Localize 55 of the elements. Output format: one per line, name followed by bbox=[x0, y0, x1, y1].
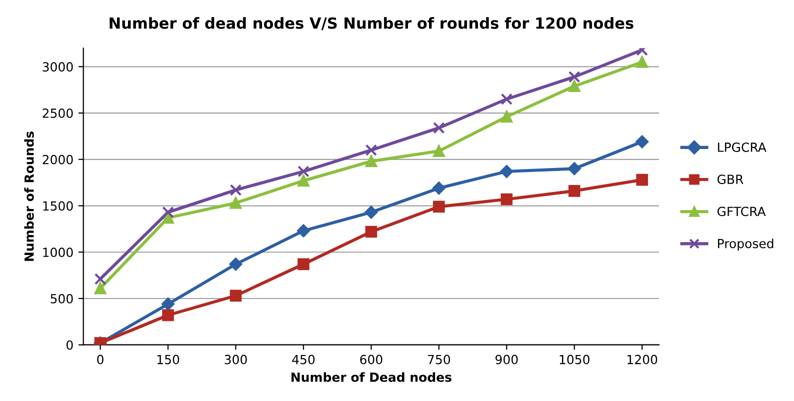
x-tick-label: 450 bbox=[292, 354, 315, 364]
legend-label: GBR bbox=[717, 174, 744, 184]
point bbox=[636, 174, 648, 186]
point bbox=[230, 184, 242, 196]
x-axis-title: Number of Dead nodes bbox=[292, 372, 452, 382]
y-tick-label: 2000 bbox=[42, 154, 73, 164]
y-tick-label: 1500 bbox=[43, 201, 73, 211]
point bbox=[298, 174, 310, 187]
point bbox=[433, 122, 445, 134]
point bbox=[568, 80, 580, 92]
y-tick-label: 3000 bbox=[42, 62, 73, 72]
x-tick-label: 600 bbox=[360, 354, 382, 364]
x-tick-label: 900 bbox=[496, 354, 518, 364]
y-tick-label: 2500 bbox=[42, 108, 73, 118]
y-tick-label: 1000 bbox=[43, 248, 73, 258]
point bbox=[433, 145, 445, 157]
x-tick-label: 1050 bbox=[560, 354, 590, 364]
x-tick-label: 1200 bbox=[628, 354, 658, 364]
point bbox=[500, 110, 513, 123]
point bbox=[230, 197, 242, 209]
x-tick-label: 750 bbox=[428, 354, 450, 364]
point bbox=[568, 162, 581, 176]
point bbox=[298, 166, 310, 178]
point bbox=[433, 200, 445, 213]
point bbox=[568, 185, 580, 197]
y-tick-label: 0 bbox=[66, 340, 73, 350]
chart-title: Number of dead nodes V/S Number of rounds for 1200 nodes bbox=[110, 17, 634, 30]
point bbox=[568, 70, 580, 83]
point bbox=[94, 273, 106, 285]
legend-label: GFTCRA bbox=[717, 206, 766, 216]
point bbox=[500, 193, 513, 206]
point bbox=[432, 182, 446, 195]
legend-label: Proposed bbox=[718, 238, 774, 251]
point bbox=[636, 56, 648, 68]
point bbox=[636, 135, 649, 148]
point bbox=[94, 282, 106, 294]
point bbox=[365, 144, 378, 156]
point bbox=[298, 258, 310, 270]
point bbox=[297, 224, 310, 238]
x-tick-label: 300 bbox=[224, 354, 247, 364]
point bbox=[162, 298, 174, 311]
point bbox=[500, 93, 513, 106]
point bbox=[500, 165, 514, 178]
x-tick-label: 0 bbox=[97, 354, 104, 364]
y-axis-title: Number of Rounds bbox=[24, 132, 34, 261]
point bbox=[162, 309, 174, 322]
point bbox=[229, 258, 242, 271]
point bbox=[364, 206, 378, 219]
point bbox=[365, 155, 378, 168]
x-tick-label: 150 bbox=[157, 354, 180, 364]
y-tick-label: 500 bbox=[50, 294, 73, 304]
point bbox=[365, 226, 378, 238]
legend-label: LPGCRA bbox=[718, 142, 766, 152]
point bbox=[230, 290, 242, 302]
point bbox=[162, 206, 174, 218]
